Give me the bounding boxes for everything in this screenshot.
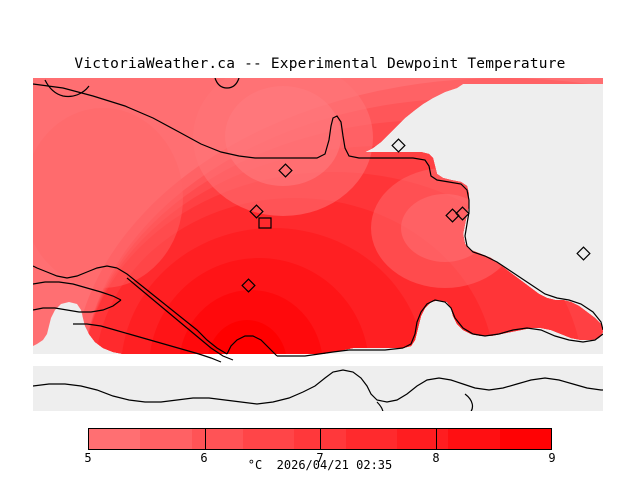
station-marker[interactable] bbox=[241, 278, 256, 293]
colorbar-tick bbox=[204, 429, 206, 449]
coastline-hook-centre bbox=[376, 401, 384, 411]
colorbar-segment bbox=[396, 429, 449, 449]
dewpoint-contour-map bbox=[33, 78, 603, 411]
coastline-west-inlet-3 bbox=[33, 299, 122, 313]
coastline-hook-southeast bbox=[464, 393, 474, 411]
coastline-mainland-south bbox=[33, 369, 603, 405]
no-data-band bbox=[33, 354, 603, 366]
coastline-fjord-north bbox=[116, 267, 228, 355]
colorbar-segment bbox=[191, 429, 243, 449]
colorbar: 5 6 7 8 9 bbox=[84, 428, 556, 465]
colorbar-caption: °C 2026/04/21 02:35 bbox=[247, 458, 393, 472]
colorbar-tick bbox=[320, 429, 321, 449]
map-canvas bbox=[33, 78, 603, 411]
coastline-southwest-shore bbox=[73, 323, 222, 363]
colorbar-tick bbox=[435, 429, 437, 449]
coastline-saanich-inlet bbox=[226, 335, 278, 357]
colorbar-segment bbox=[140, 429, 192, 449]
contour-band-9 bbox=[179, 290, 323, 354]
colorbar-segment bbox=[448, 429, 500, 449]
coastline-south-island bbox=[277, 347, 404, 357]
colorbar-segment bbox=[242, 429, 295, 449]
coastline-north bbox=[33, 83, 603, 331]
colorbar-segment bbox=[294, 429, 346, 449]
colorbar-segment bbox=[89, 429, 141, 449]
contour-lobe-east-inner bbox=[401, 194, 489, 262]
station-marker[interactable] bbox=[445, 208, 460, 223]
coastline-fjord-south bbox=[126, 277, 234, 361]
coastline-east-peninsula bbox=[402, 299, 603, 349]
station-marker[interactable] bbox=[249, 204, 272, 229]
colorbar-tick-label: 8 bbox=[432, 451, 440, 465]
station-marker[interactable] bbox=[576, 246, 591, 261]
coastline-layer bbox=[33, 78, 603, 411]
contour-band-10 bbox=[207, 320, 287, 354]
station-callout-box bbox=[258, 217, 272, 229]
colorbar-tick-label: 7 bbox=[316, 451, 324, 465]
contour-field bbox=[33, 78, 603, 366]
station-marker[interactable] bbox=[278, 163, 293, 178]
colorbar-segment bbox=[499, 429, 551, 449]
colorbar-tick-label: 5 bbox=[84, 451, 92, 465]
contour-lobe-north-inner bbox=[225, 86, 341, 186]
coastline-west-inlet-2 bbox=[33, 281, 122, 301]
coastline-north-islet bbox=[214, 78, 240, 89]
colorbar-tick-label: 9 bbox=[548, 451, 556, 465]
colorbar-gradient bbox=[88, 428, 552, 450]
station-marker[interactable] bbox=[455, 206, 470, 221]
station-marker[interactable] bbox=[391, 138, 406, 153]
colorbar-tick-label: 6 bbox=[200, 451, 208, 465]
station-markers bbox=[241, 138, 591, 293]
page-title: VictoriaWeather.ca -- Experimental Dewpo… bbox=[74, 56, 566, 72]
colorbar-segment bbox=[345, 429, 397, 449]
contour-lobe-west bbox=[33, 108, 183, 288]
coastline-west-inlet-1 bbox=[33, 265, 118, 279]
